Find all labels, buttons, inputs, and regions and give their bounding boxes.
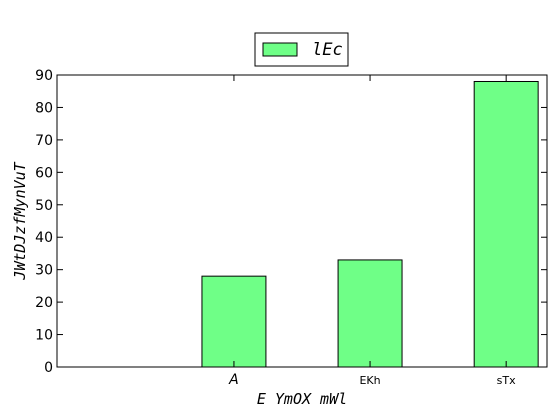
- y-axis-title: JWtDJzfMynVuT: [11, 161, 29, 280]
- legend-label: lEc: [312, 40, 343, 60]
- y-tick-label: 30: [35, 263, 53, 279]
- legend: lEc: [254, 32, 349, 67]
- y-tick-label: 0: [44, 360, 53, 376]
- y-tick-label: 80: [35, 100, 53, 116]
- bar-sTx: [473, 80, 539, 368]
- y-tick-label: 20: [35, 295, 53, 311]
- y-tick-label: 60: [35, 165, 53, 181]
- x-tick-label: EKh: [359, 374, 380, 387]
- x-tick-label: sTx: [497, 374, 516, 387]
- x-axis-title: E YmOX mWl: [257, 390, 347, 408]
- y-tick-label: 90: [35, 68, 53, 84]
- x-axis-ticks: A EKh sTx: [228, 75, 516, 388]
- bars-group: [201, 80, 539, 368]
- legend-swatch: [262, 42, 298, 57]
- bar-EKh: [337, 259, 403, 368]
- y-tick-label: 50: [35, 198, 53, 214]
- bar-A: [201, 275, 267, 368]
- y-tick-label: 70: [35, 133, 53, 149]
- x-tick-label: A: [228, 372, 239, 388]
- y-tick-label: 40: [35, 230, 53, 246]
- plot-frame: [56, 74, 548, 368]
- y-axis-ticks: 0 10 20 30 40 50 60 70 80 90: [35, 68, 547, 376]
- y-tick-label: 10: [35, 328, 53, 344]
